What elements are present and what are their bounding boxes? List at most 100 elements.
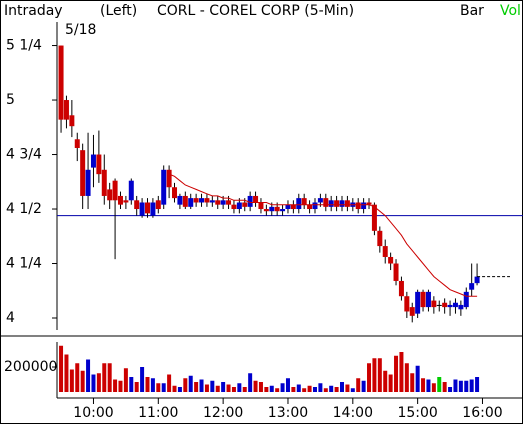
y-tick-label: 4 3/4: [6, 147, 42, 163]
candle-body: [409, 307, 415, 316]
volume-bar: [312, 387, 317, 392]
volume-bar: [410, 373, 415, 392]
candle-body: [236, 202, 242, 210]
candle-body: [474, 276, 480, 284]
candle-body: [247, 195, 253, 207]
volume-bar: [167, 374, 172, 392]
volume-bar: [475, 377, 480, 392]
volume-bar: [242, 387, 247, 392]
volume-bar: [113, 379, 118, 392]
volume-bar: [421, 378, 426, 392]
candle-body: [188, 198, 194, 207]
candle-body: [263, 209, 269, 212]
y-tick-label: 5 1/4: [6, 38, 42, 54]
volume-bar: [404, 363, 409, 392]
volume-bar: [134, 382, 139, 392]
volume-bar: [269, 385, 274, 392]
candle-body: [69, 115, 75, 127]
candle-body: [231, 204, 237, 210]
volume-bar: [258, 382, 263, 392]
candle-body: [123, 200, 129, 203]
x-tick-label: 15:00: [397, 405, 437, 421]
candle-body: [436, 304, 442, 306]
volume-tick-label: 200000: [4, 359, 57, 375]
volume-label: Vol: [500, 3, 521, 19]
x-tick-label: 14:00: [333, 405, 373, 421]
candle-body: [199, 198, 205, 203]
candle-body: [63, 100, 69, 120]
volume-bar: [140, 367, 145, 392]
period-label: Intraday: [4, 3, 63, 19]
candle-body: [269, 206, 275, 212]
volume-bar: [469, 379, 474, 392]
candle-body: [209, 200, 215, 203]
volume-bar: [221, 382, 226, 392]
candle-body: [215, 200, 221, 205]
candle-body: [323, 198, 329, 207]
candle-body: [361, 202, 367, 210]
volume-bar: [394, 355, 399, 392]
volume-bar: [118, 380, 123, 392]
volume-bar: [204, 384, 209, 392]
candle-body: [220, 200, 226, 205]
candle-body: [161, 169, 167, 205]
volume-bar: [372, 358, 377, 392]
volume-bar: [183, 378, 188, 392]
candle-body: [334, 200, 340, 207]
candle-body: [458, 304, 464, 310]
candle-body: [226, 200, 232, 205]
volume-bar: [150, 378, 155, 392]
volume-bar: [458, 380, 463, 392]
volume-bar: [86, 359, 91, 392]
x-tick-label: 11:00: [138, 405, 178, 421]
candle-body: [382, 246, 388, 257]
candle-body: [301, 198, 307, 205]
volume-bar: [199, 379, 204, 392]
volume-bar: [280, 383, 285, 392]
volume-bar: [356, 378, 361, 392]
y-tick-label: 4: [6, 310, 15, 326]
volume-bar: [177, 387, 182, 392]
volume-bar: [377, 358, 382, 392]
volume-bar: [334, 387, 339, 392]
candle-body: [307, 204, 313, 210]
y-tick-label: 5: [6, 92, 15, 108]
volume-bar: [253, 380, 258, 392]
volume-bar: [231, 387, 236, 392]
candle-body: [258, 202, 264, 210]
candle-body: [285, 204, 291, 210]
volume-bar: [431, 383, 436, 392]
candle-body: [431, 300, 437, 308]
volume-bar: [91, 374, 96, 392]
volume-bar: [329, 385, 334, 392]
volume-bar: [453, 379, 458, 392]
volume-bar: [215, 385, 220, 392]
candle-body: [442, 302, 448, 308]
candle-body: [90, 154, 96, 168]
volume-bar: [188, 375, 193, 392]
candle-body: [58, 45, 64, 120]
axis-side-label: (Left): [100, 3, 137, 19]
candle-body: [425, 291, 431, 308]
volume-bar: [156, 383, 161, 392]
candle-body: [85, 169, 91, 196]
candle-body: [463, 291, 469, 308]
volume-bar: [350, 388, 355, 392]
volume-bar: [161, 383, 166, 392]
volume-bar: [59, 345, 64, 392]
candle-body: [447, 304, 453, 308]
volume-bar: [367, 363, 372, 392]
volume-bar: [291, 387, 296, 392]
volume-bar: [399, 352, 404, 392]
volume-bar: [107, 363, 112, 392]
x-tick-label: 13:00: [268, 405, 308, 421]
volume-bar: [426, 379, 431, 392]
volume-bar: [226, 384, 231, 392]
chart-title: CORL - COREL CORP (5-Min): [157, 3, 354, 19]
volume-bar: [80, 370, 85, 392]
candle-body: [177, 195, 183, 205]
volume-bar: [318, 383, 323, 392]
y-tick-label: 4 1/2: [6, 201, 42, 217]
candle-body: [107, 189, 113, 201]
x-tick-label: 10:00: [73, 405, 113, 421]
